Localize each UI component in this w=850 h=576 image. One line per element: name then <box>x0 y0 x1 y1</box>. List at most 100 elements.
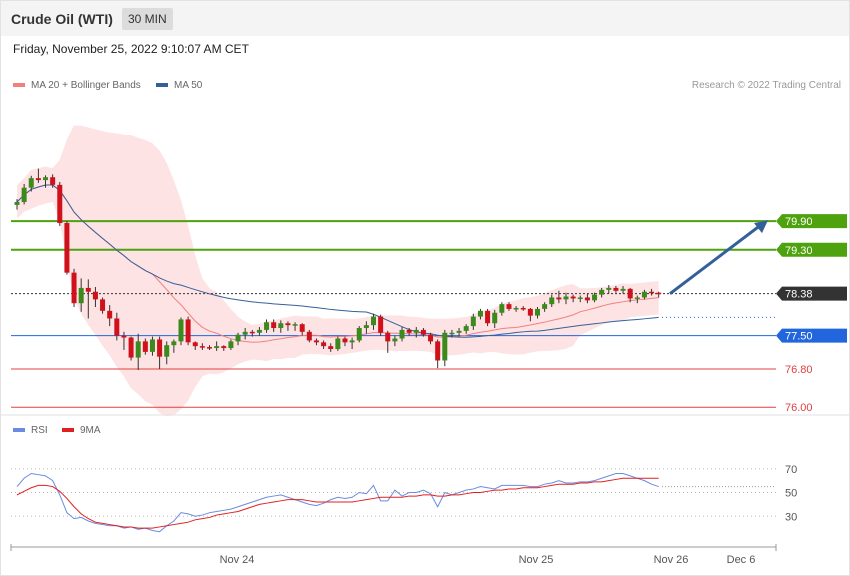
candle-body <box>271 322 277 329</box>
candle-body <box>71 272 77 304</box>
candle-body <box>192 342 198 347</box>
ma50-label: MA 50 <box>174 80 203 91</box>
candle <box>392 335 398 347</box>
candle-body <box>207 347 213 349</box>
candle <box>85 279 91 319</box>
candle <box>577 295 583 303</box>
x-tick-label: Nov 25 <box>519 554 554 566</box>
candle-body <box>449 332 455 335</box>
ma50-swatch <box>156 83 168 88</box>
candle-body <box>363 325 369 329</box>
candle <box>71 268 77 308</box>
candle-body <box>413 329 419 333</box>
candle-body <box>556 297 562 300</box>
candle <box>199 343 205 350</box>
candle <box>378 314 384 336</box>
candle <box>107 305 113 327</box>
candle-body <box>656 292 662 295</box>
candle-body <box>121 335 127 338</box>
candle-body <box>149 339 155 352</box>
candle-body <box>613 287 619 291</box>
candle-body <box>563 296 569 300</box>
ma9-label: 9MA <box>80 425 101 436</box>
candle <box>463 324 469 334</box>
candle-body <box>278 323 284 329</box>
candle <box>278 320 284 333</box>
candle-body <box>214 346 220 349</box>
candle <box>178 317 184 346</box>
level-tag-last-price: 78.38 <box>776 286 847 301</box>
candle <box>556 290 562 304</box>
candle-body <box>142 341 148 352</box>
candle <box>157 336 163 370</box>
candle-body <box>221 346 227 349</box>
ma20-label: MA 20 + Bollinger Bands <box>31 80 141 91</box>
candle <box>492 309 498 329</box>
candle <box>264 319 270 333</box>
candle <box>285 321 291 331</box>
candle-body <box>100 299 106 311</box>
candle <box>470 313 476 330</box>
rsi-series-9ma <box>16 477 659 529</box>
ma9-swatch <box>62 428 74 433</box>
candle <box>627 287 633 303</box>
rsi-series-rsi <box>16 472 659 533</box>
timeframe-badge[interactable]: 30 MIN <box>122 8 173 30</box>
timestamp: Friday, November 25, 2022 9:10:07 AM CET <box>13 42 249 56</box>
level-label: 78.38 <box>785 289 813 301</box>
candle <box>356 326 362 343</box>
level-tag-resistance: 79.90 <box>776 214 847 229</box>
candle <box>235 332 241 346</box>
candle-body <box>506 304 512 309</box>
candle-body <box>420 329 426 335</box>
ma20-swatch <box>13 83 25 88</box>
candle <box>420 328 426 337</box>
candle-body <box>349 340 355 343</box>
candle-body <box>135 341 141 358</box>
candle <box>349 337 355 350</box>
candle <box>214 341 220 351</box>
candle <box>207 345 213 350</box>
candle-body <box>157 339 163 357</box>
target-arrow-head <box>754 220 768 234</box>
candle <box>14 199 20 210</box>
candle-body <box>627 288 633 299</box>
candle-body <box>342 338 348 343</box>
candle <box>185 316 191 346</box>
legend-rsi: RSI <box>13 425 48 437</box>
candle <box>613 286 619 293</box>
rsi-tick-label: 70 <box>785 464 797 476</box>
candle <box>299 323 305 336</box>
candle-body <box>520 307 526 310</box>
level-tag-bg <box>776 286 847 301</box>
candle-body <box>328 346 334 350</box>
level-tag-bg <box>776 242 847 257</box>
candle <box>221 345 227 351</box>
candle-body <box>78 287 84 304</box>
rsi-label: RSI <box>31 425 48 436</box>
candle <box>499 302 505 316</box>
candle <box>563 292 569 305</box>
level-label: 79.90 <box>785 216 813 228</box>
candle-body <box>299 324 305 332</box>
candle <box>35 168 41 183</box>
candle <box>449 329 455 338</box>
candle <box>242 328 248 340</box>
candle <box>399 327 405 342</box>
level-tag-support: 76.80 <box>785 364 813 376</box>
level-tag-support: 76.00 <box>785 402 813 414</box>
candle-body <box>256 329 262 333</box>
candle-body <box>584 297 590 301</box>
legend-ma20: MA 20 + Bollinger Bands <box>13 80 141 92</box>
candle-body <box>199 346 205 348</box>
candle <box>271 319 277 332</box>
candle-body <box>371 316 376 326</box>
candle-body <box>228 341 234 349</box>
x-tick-label: Nov 26 <box>654 554 689 566</box>
candle <box>28 175 34 192</box>
candle <box>135 333 141 371</box>
candle <box>192 341 198 350</box>
candle <box>570 294 576 303</box>
candle <box>50 174 56 188</box>
candle-body <box>456 330 462 333</box>
